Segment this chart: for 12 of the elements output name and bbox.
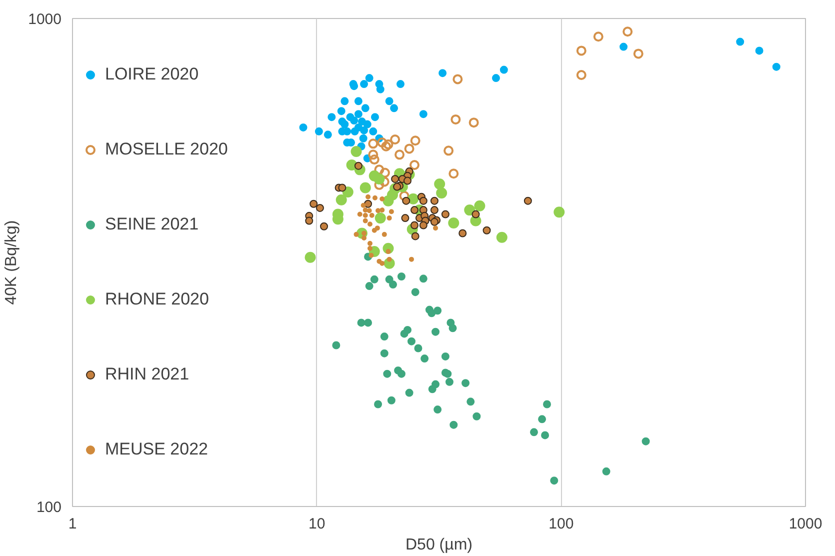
legend-label: LOIRE 2020 [105,64,199,84]
legend-label: RHIN 2021 [105,364,190,384]
legend-label: SEINE 2021 [105,214,199,234]
x-tick-label: 1000 [788,516,822,532]
x-tick-label: 10 [308,516,326,532]
x-tick-label: 1 [68,516,77,532]
y-axis-title: 40K (Bq/kg) [3,220,20,305]
legend-label: MOSELLE 2020 [105,140,228,160]
x-tick-label: 100 [548,516,574,532]
x-axis-title: D50 (µm) [406,536,472,554]
legend-label: MEUSE 2022 [105,440,208,460]
legend-label: RHONE 2020 [105,290,209,310]
